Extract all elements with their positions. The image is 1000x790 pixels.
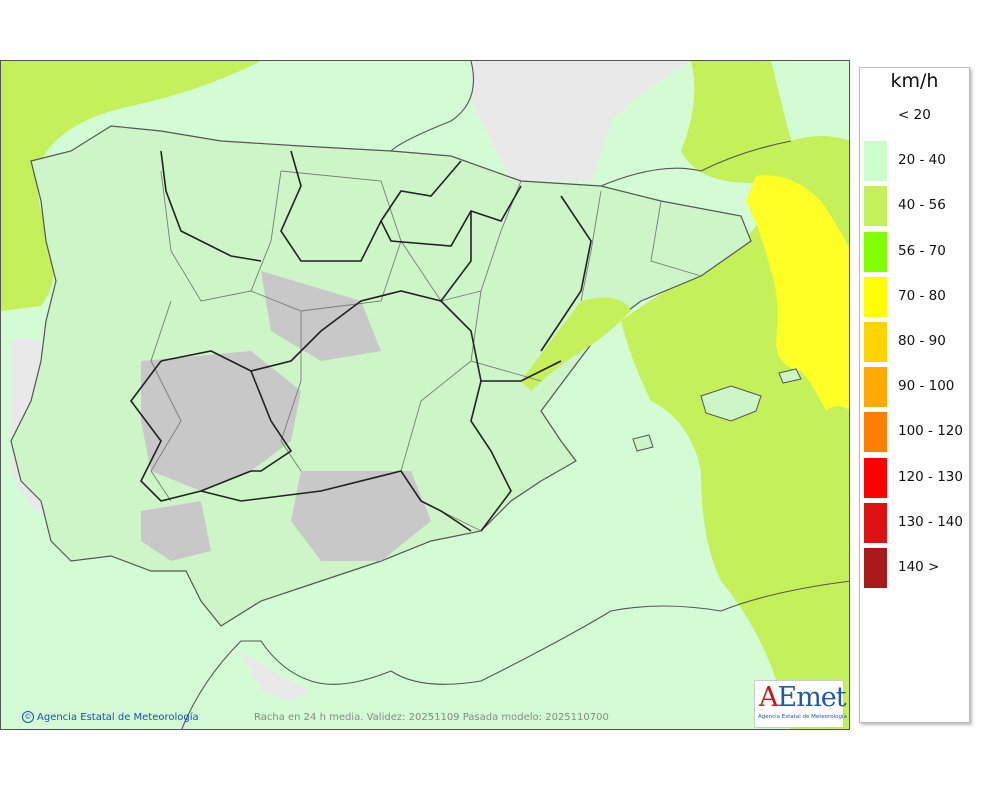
legend-label: 20 - 40 <box>898 152 946 169</box>
legend-row: 140 > <box>864 548 968 588</box>
north-africa-calm <box>241 651 311 701</box>
credit-text: Agencia Estatal de Meteorología <box>37 712 199 723</box>
mediterranean-calm-strip <box>771 61 849 141</box>
legend-label: 90 - 100 <box>898 378 955 395</box>
agency-credit: © Agencia Estatal de Meteorología <box>22 711 199 723</box>
wind-gust-map <box>0 60 850 730</box>
legend-unit: km/h <box>890 70 939 92</box>
legend-label: 140 > <box>898 559 940 575</box>
legend-swatch <box>864 141 887 182</box>
legend-swatch <box>864 367 887 408</box>
validity-caption: Racha en 24 h media. Validez: 20251109 P… <box>254 712 609 723</box>
legend-row: 40 - 56 <box>864 186 968 227</box>
legend-row: 120 - 130 <box>864 457 968 498</box>
legend-row: 80 - 90 <box>864 322 968 362</box>
legend-row: 56 - 70 <box>864 231 968 272</box>
legend-label: 70 - 80 <box>898 287 946 304</box>
legend-row: 90 - 100 <box>864 367 968 408</box>
legend-label: 80 - 90 <box>898 333 946 349</box>
legend-swatch <box>864 502 887 543</box>
legend-row: < 20 <box>864 96 968 136</box>
legend-swatch <box>864 231 887 272</box>
france-coast <box>390 61 792 187</box>
legend-swatch <box>864 548 887 588</box>
relief-patch <box>141 501 211 561</box>
strong-gust-area <box>746 175 849 411</box>
legend-swatch <box>864 186 887 227</box>
mallorca-island <box>700 385 762 422</box>
relief-patch <box>291 471 431 561</box>
legend-swatch <box>864 412 887 453</box>
color-legend: km/h < 20 20 - 40 40 - 56 56 - 70 70 - 80 80 … <box>859 67 970 723</box>
aemet-logo: AEmet Agencia Estatal de Meteorología <box>754 680 847 728</box>
iberian-peninsula <box>10 125 752 627</box>
north-africa-coast <box>181 580 849 729</box>
legend-row: 130 - 140 <box>864 502 968 543</box>
legend-label: < 20 <box>898 107 931 123</box>
legend-label: 100 - 120 <box>898 423 963 440</box>
logo-subtitle: Agencia Estatal de Meteorología <box>758 714 847 720</box>
menorca-island <box>778 368 802 384</box>
legend-swatch <box>864 322 887 362</box>
legend-swatch <box>864 276 887 317</box>
legend-label: 40 - 56 <box>898 197 946 214</box>
calm-area-north <box>471 61 691 181</box>
autonomous-community-borders <box>130 150 592 532</box>
legend-label: 56 - 70 <box>898 242 946 259</box>
legend-row: 70 - 80 <box>864 276 968 317</box>
legend-label: 120 - 130 <box>898 468 963 485</box>
map-canvas <box>1 61 849 729</box>
relief-patch <box>141 351 301 491</box>
ibiza-island <box>632 434 654 452</box>
legend-row: 20 - 40 <box>864 141 968 182</box>
logo-word: AEmet <box>759 682 847 713</box>
legend-row: 100 - 120 <box>864 412 968 453</box>
atlantic-gust-band <box>1 61 261 311</box>
relief-patch <box>261 271 381 361</box>
legend-label: 130 - 140 <box>898 513 963 530</box>
copyright-icon: © <box>22 711 34 723</box>
legend-swatch <box>864 96 887 136</box>
legend-swatch <box>864 457 887 498</box>
